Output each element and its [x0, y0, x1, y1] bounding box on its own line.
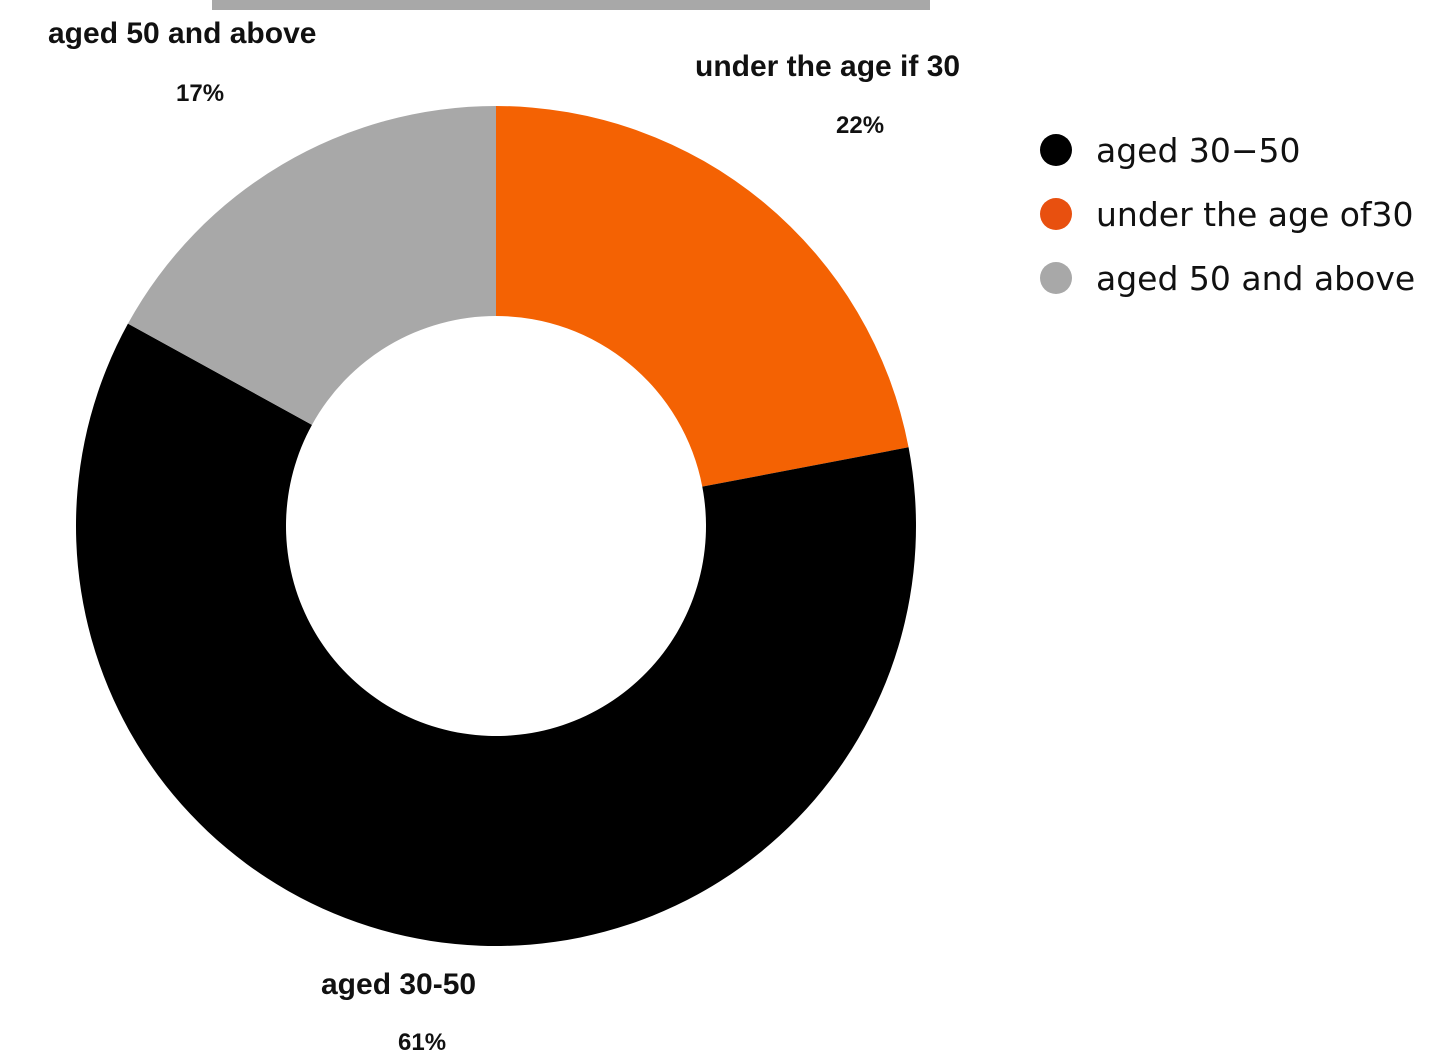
- slice-label-30-50: aged 30-50: [321, 968, 477, 1001]
- legend-marker-dot-icon: [1040, 134, 1072, 166]
- slice-value-50-above: 17%: [176, 80, 225, 107]
- donut-slice-30-50: [75, 323, 917, 946]
- top-gray-bar: [212, 0, 930, 10]
- legend-item-under-30: under the age of30: [1040, 182, 1445, 246]
- legend-label: aged 30−50: [1096, 130, 1301, 170]
- slice-value-under-30: 22%: [836, 112, 885, 139]
- donut-slice-50-above: [127, 106, 496, 425]
- legend-label: under the age of30: [1096, 194, 1414, 234]
- slice-value-30-50: 61%: [398, 1029, 447, 1056]
- legend-item-50-above: aged 50 and above: [1040, 246, 1445, 310]
- slice-label-under-30: under the age if 30: [695, 50, 961, 83]
- legend: aged 30−50 under the age of30 aged 50 an…: [1040, 118, 1445, 310]
- legend-item-30-50: aged 30−50: [1040, 118, 1445, 182]
- slice-label-50-above: aged 50 and above: [48, 17, 317, 50]
- legend-marker-dot-icon: [1040, 262, 1072, 294]
- legend-label: aged 50 and above: [1096, 258, 1416, 298]
- donut-slice-under-30: [496, 106, 909, 487]
- legend-marker-dot-icon: [1040, 198, 1072, 230]
